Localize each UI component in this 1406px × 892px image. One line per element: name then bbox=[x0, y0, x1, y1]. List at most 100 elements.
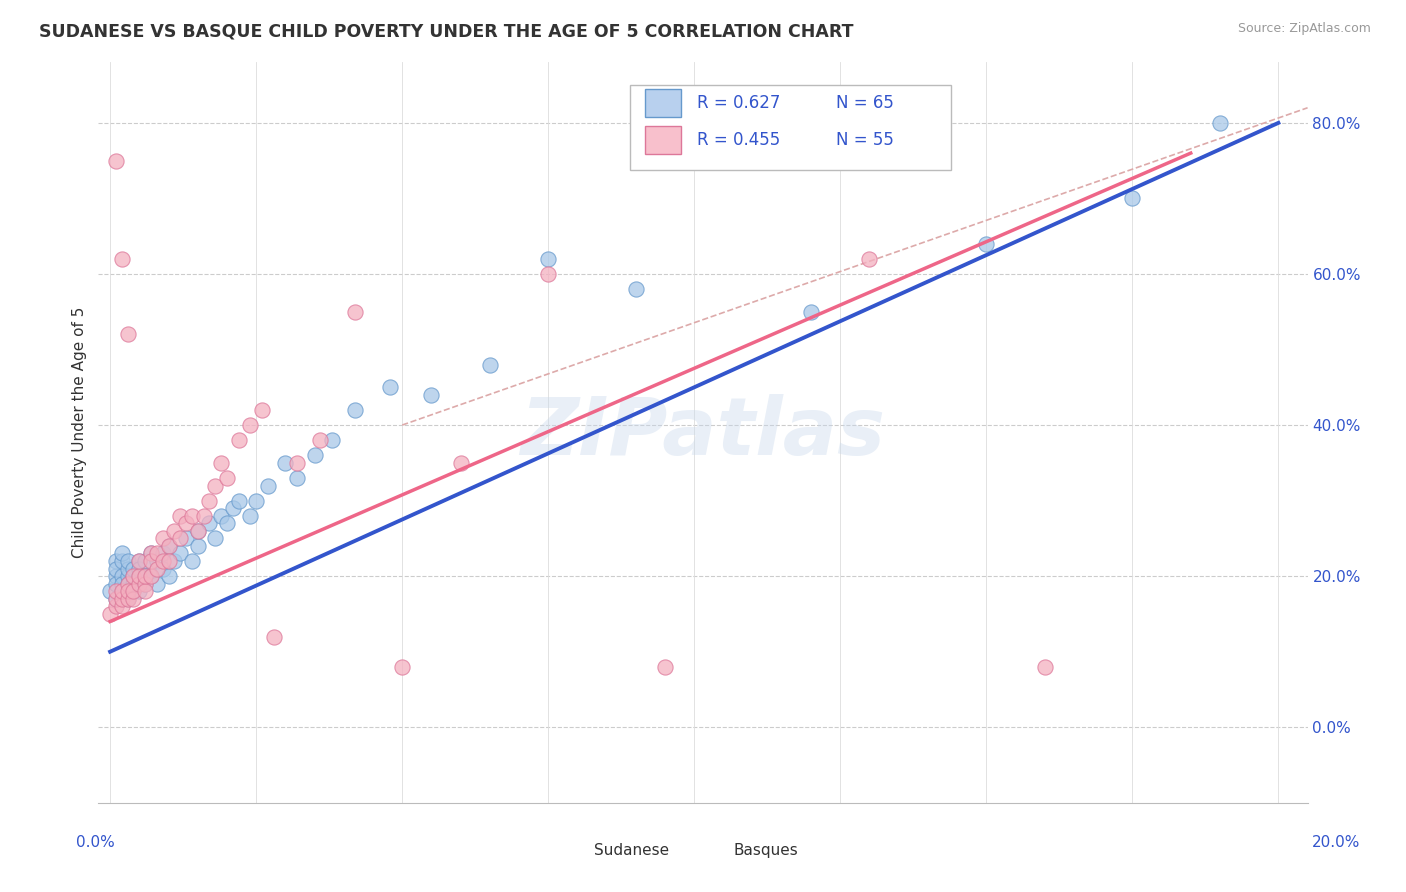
Point bbox=[111, 591, 134, 606]
Point bbox=[122, 584, 145, 599]
Point bbox=[174, 532, 197, 546]
Point bbox=[111, 569, 134, 583]
Point bbox=[163, 524, 186, 538]
Point bbox=[321, 433, 343, 447]
Point bbox=[139, 547, 162, 561]
Point bbox=[163, 554, 186, 568]
Point bbox=[624, 282, 647, 296]
Point bbox=[256, 478, 278, 492]
Point bbox=[117, 569, 139, 583]
Text: R = 0.455: R = 0.455 bbox=[697, 131, 780, 150]
Point bbox=[104, 561, 127, 575]
Point bbox=[209, 508, 232, 523]
FancyBboxPatch shape bbox=[645, 89, 682, 117]
Point bbox=[478, 358, 501, 372]
Point bbox=[858, 252, 880, 266]
Point bbox=[128, 554, 150, 568]
Text: Basques: Basques bbox=[734, 844, 799, 858]
Point bbox=[117, 576, 139, 591]
Point bbox=[800, 304, 823, 318]
Point bbox=[117, 591, 139, 606]
Point bbox=[209, 456, 232, 470]
Point bbox=[304, 448, 326, 462]
FancyBboxPatch shape bbox=[551, 836, 586, 866]
Point bbox=[537, 252, 560, 266]
Point bbox=[245, 493, 267, 508]
Point bbox=[263, 630, 285, 644]
Y-axis label: Child Poverty Under the Age of 5: Child Poverty Under the Age of 5 bbox=[72, 307, 87, 558]
Point bbox=[111, 252, 134, 266]
Point bbox=[104, 153, 127, 168]
Point bbox=[146, 576, 169, 591]
Point bbox=[139, 554, 162, 568]
Point bbox=[420, 388, 443, 402]
Point bbox=[128, 554, 150, 568]
Point bbox=[134, 576, 156, 591]
Point bbox=[157, 539, 180, 553]
Point bbox=[128, 576, 150, 591]
Text: 0.0%: 0.0% bbox=[76, 836, 115, 850]
Point bbox=[974, 236, 997, 251]
Point bbox=[187, 524, 209, 538]
Text: 20.0%: 20.0% bbox=[1312, 836, 1360, 850]
Point bbox=[450, 456, 472, 470]
Point bbox=[1121, 191, 1143, 205]
Point bbox=[104, 591, 127, 606]
Point bbox=[146, 561, 169, 575]
FancyBboxPatch shape bbox=[645, 127, 682, 154]
Point bbox=[122, 569, 145, 583]
Point bbox=[152, 554, 174, 568]
Point bbox=[117, 561, 139, 575]
Point bbox=[134, 569, 156, 583]
Point bbox=[1033, 660, 1056, 674]
Point bbox=[215, 471, 238, 485]
Point bbox=[239, 418, 262, 433]
Point bbox=[98, 584, 121, 599]
Point bbox=[285, 471, 308, 485]
Point bbox=[239, 508, 262, 523]
Text: N = 55: N = 55 bbox=[837, 131, 894, 150]
Point bbox=[117, 591, 139, 606]
Point bbox=[128, 584, 150, 599]
Point bbox=[134, 576, 156, 591]
Point bbox=[117, 584, 139, 599]
Point bbox=[537, 267, 560, 281]
Point bbox=[111, 584, 134, 599]
Point bbox=[128, 561, 150, 575]
Point bbox=[117, 576, 139, 591]
Point bbox=[204, 478, 226, 492]
Point bbox=[111, 599, 134, 614]
Point bbox=[215, 516, 238, 531]
Point bbox=[122, 591, 145, 606]
Point bbox=[152, 532, 174, 546]
Point bbox=[134, 569, 156, 583]
Point bbox=[117, 327, 139, 342]
Point bbox=[157, 554, 180, 568]
Point bbox=[391, 660, 413, 674]
Point bbox=[139, 569, 162, 583]
Point bbox=[198, 516, 221, 531]
Point bbox=[180, 508, 202, 523]
Point bbox=[380, 380, 402, 394]
Point bbox=[187, 524, 209, 538]
Text: R = 0.627: R = 0.627 bbox=[697, 94, 780, 112]
Text: SUDANESE VS BASQUE CHILD POVERTY UNDER THE AGE OF 5 CORRELATION CHART: SUDANESE VS BASQUE CHILD POVERTY UNDER T… bbox=[39, 22, 853, 40]
Point bbox=[117, 554, 139, 568]
Point bbox=[122, 561, 145, 575]
Point bbox=[193, 508, 215, 523]
Point bbox=[274, 456, 297, 470]
Point bbox=[250, 403, 273, 417]
Point bbox=[139, 547, 162, 561]
Point bbox=[128, 569, 150, 583]
Point bbox=[344, 403, 367, 417]
Point bbox=[157, 539, 180, 553]
Point bbox=[654, 660, 676, 674]
Point bbox=[134, 584, 156, 599]
Point bbox=[157, 569, 180, 583]
Point bbox=[169, 547, 191, 561]
Point bbox=[152, 561, 174, 575]
Point bbox=[228, 433, 250, 447]
Point bbox=[122, 576, 145, 591]
Point bbox=[344, 304, 367, 318]
Point bbox=[152, 547, 174, 561]
